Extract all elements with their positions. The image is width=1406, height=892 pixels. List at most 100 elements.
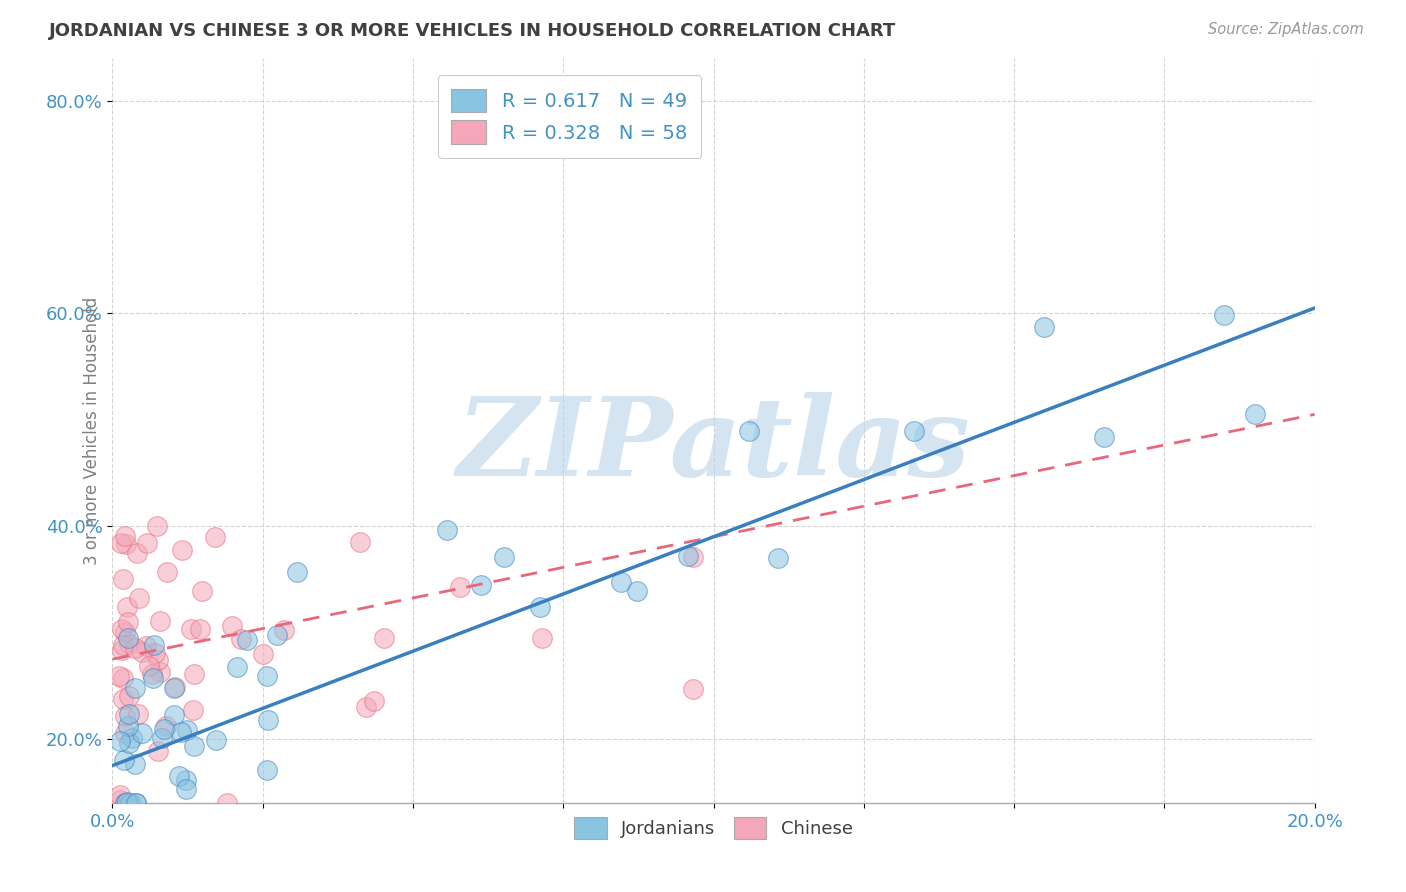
Point [163, 681, 186, 696]
Point [256, 763, 278, 777]
Point [141, 667, 163, 681]
Point [118, 796, 141, 810]
Point [204, 530, 226, 544]
Point [111, 622, 134, 636]
Point [682, 549, 704, 564]
Point [287, 565, 309, 579]
Point [217, 796, 239, 810]
Point [169, 725, 191, 739]
Point [226, 660, 249, 674]
Point [174, 773, 197, 788]
Point [252, 647, 274, 661]
Point [110, 535, 132, 549]
Point [273, 623, 295, 637]
Point [115, 599, 138, 614]
Point [1033, 319, 1056, 334]
Text: Source: ZipAtlas.com: Source: ZipAtlas.com [1208, 22, 1364, 37]
Legend: Jordanians, Chinese: Jordanians, Chinese [567, 809, 860, 846]
Point [610, 575, 633, 590]
Point [256, 713, 278, 727]
Point [149, 615, 172, 629]
Point [111, 643, 134, 657]
Point [626, 583, 648, 598]
Point [492, 550, 515, 565]
Point [143, 646, 166, 660]
Point [1213, 309, 1236, 323]
Point [356, 700, 378, 714]
Point [114, 726, 136, 740]
Point [145, 518, 167, 533]
Point [766, 551, 789, 566]
Point [205, 732, 228, 747]
Point [127, 707, 149, 722]
Point [155, 718, 177, 732]
Point [183, 739, 205, 754]
Point [529, 599, 551, 614]
Point [188, 622, 211, 636]
Point [114, 709, 136, 723]
Point [118, 707, 141, 722]
Point [142, 638, 165, 652]
Point [1243, 408, 1265, 422]
Point [131, 725, 153, 739]
Point [470, 577, 492, 591]
Point [530, 631, 553, 645]
Point [128, 591, 150, 606]
Point [114, 796, 136, 810]
Point [111, 672, 134, 686]
Point [436, 524, 458, 538]
Point [114, 529, 136, 543]
Text: ZIPatlas: ZIPatlas [457, 392, 970, 499]
Point [115, 795, 138, 809]
Point [114, 796, 136, 810]
Point [231, 632, 253, 646]
Point [146, 653, 169, 667]
Point [112, 573, 135, 587]
Point [149, 665, 172, 679]
Point [111, 691, 134, 706]
Text: JORDANIAN VS CHINESE 3 OR MORE VEHICLES IN HOUSEHOLD CORRELATION CHART: JORDANIAN VS CHINESE 3 OR MORE VEHICLES … [49, 22, 897, 40]
Point [150, 731, 173, 745]
Point [117, 615, 139, 629]
Point [236, 633, 259, 648]
Point [121, 731, 143, 746]
Point [449, 580, 471, 594]
Point [153, 722, 176, 736]
Point [118, 736, 141, 750]
Point [108, 788, 131, 802]
Point [349, 535, 371, 549]
Point [221, 619, 243, 633]
Point [125, 796, 148, 810]
Point [124, 640, 146, 655]
Point [190, 584, 212, 599]
Point [181, 703, 204, 717]
Point [118, 637, 141, 651]
Point [124, 756, 146, 771]
Point [180, 622, 202, 636]
Point [118, 689, 141, 703]
Point [112, 753, 135, 767]
Point [125, 546, 148, 560]
Point [138, 658, 160, 673]
Point [174, 781, 197, 796]
Point [146, 744, 169, 758]
Point [131, 645, 153, 659]
Point [117, 631, 139, 645]
Point [1092, 430, 1115, 444]
Point [266, 628, 288, 642]
Point [903, 424, 925, 438]
Point [170, 543, 193, 558]
Point [676, 549, 699, 563]
Point [163, 707, 186, 722]
Point [156, 565, 179, 579]
Point [124, 681, 146, 696]
Point [738, 424, 761, 438]
Point [136, 536, 159, 550]
Point [183, 666, 205, 681]
Point [373, 631, 395, 645]
Point [114, 624, 136, 639]
Point [125, 796, 148, 810]
Point [165, 680, 187, 694]
Point [108, 734, 131, 748]
Point [167, 769, 190, 783]
